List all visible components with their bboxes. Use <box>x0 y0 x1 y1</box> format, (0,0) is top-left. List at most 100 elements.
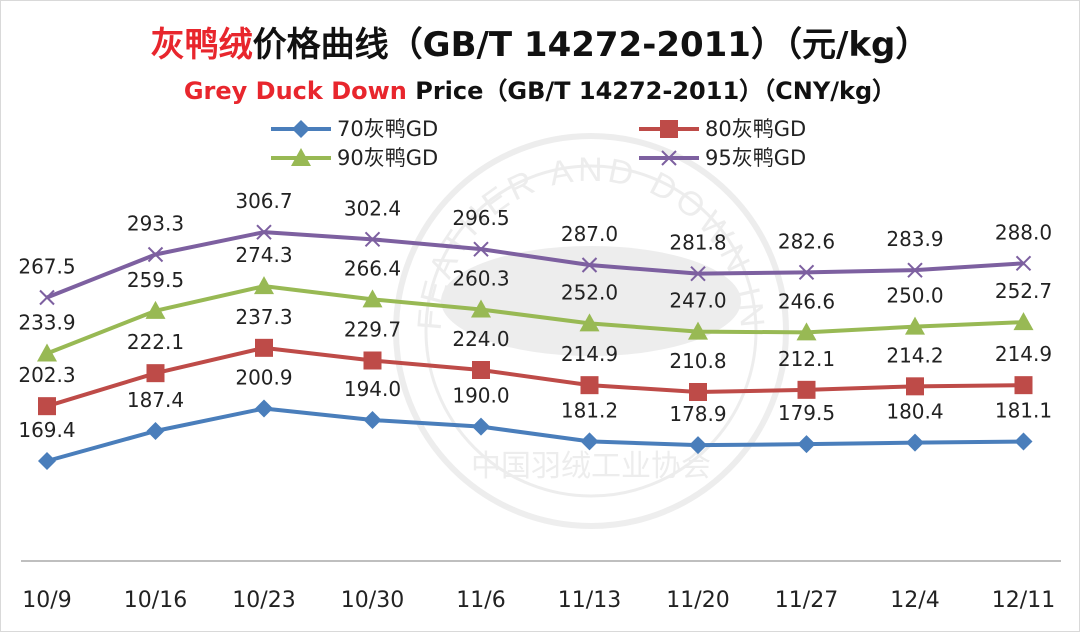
series-line <box>46 406 1024 463</box>
data-point <box>1014 376 1033 395</box>
data-label: 296.5 <box>452 206 509 230</box>
data-point <box>580 376 599 395</box>
data-label: 288.0 <box>995 220 1052 244</box>
data-point <box>145 300 166 319</box>
series-1: 169.4 187.4 200.9 194.0 190.0 181.2 178.9 179.5… <box>18 365 1052 470</box>
data-label: 267.5 <box>18 254 75 278</box>
data-point <box>905 316 925 335</box>
x-tick-label: 10/23 <box>232 588 295 613</box>
data-point <box>906 433 924 452</box>
x-tick-label: 11/6 <box>456 588 505 613</box>
data-label: 212.1 <box>778 347 835 371</box>
series-line <box>46 345 1024 409</box>
data-label: 274.3 <box>235 243 292 267</box>
data-point <box>472 417 490 436</box>
x-tick-label: 11/13 <box>558 588 621 613</box>
data-point <box>1014 432 1033 451</box>
data-point <box>255 399 273 418</box>
chart-title-rest: 价格曲线（GB/T 14272-2011）（元/kg） <box>253 25 930 65</box>
data-point <box>796 322 817 341</box>
data-label: 224.0 <box>452 327 509 351</box>
data-label: 214.2 <box>886 343 943 367</box>
data-label: 250.0 <box>886 284 943 308</box>
chart-subtitle-accent: Grey Duck Down <box>184 77 407 105</box>
data-label: 246.6 <box>778 289 835 313</box>
data-label: 237.3 <box>235 305 292 329</box>
data-label: 214.9 <box>561 342 618 366</box>
data-point <box>362 289 383 308</box>
legend-item: 90灰鸭GD <box>271 146 438 170</box>
data-label: 293.3 <box>127 211 184 235</box>
chart-title: 灰鸭绒价格曲线（GB/T 14272-2011）（元/kg） <box>151 25 930 65</box>
data-label: 266.4 <box>344 256 401 280</box>
data-label: 169.4 <box>18 418 75 442</box>
data-point <box>255 338 273 357</box>
svg-text:中国羽绒工业协会: 中国羽绒工业协会 <box>471 449 711 484</box>
x-tick-label: 11/27 <box>775 588 838 613</box>
series-4: 267.5 293.3 306.7 302.4 296.5 287.0 281.8 282.6… <box>18 189 1052 306</box>
series-2: 202.3 222.1 237.3 229.7 224.0 214.9 210.8 212.1… <box>18 305 1052 416</box>
x-tick-label: 10/30 <box>341 588 404 613</box>
legend-label: 95灰鸭GD <box>705 146 806 170</box>
data-point <box>38 397 56 416</box>
data-label: 214.9 <box>995 342 1052 366</box>
chart-subtitle: Grey Duck Down Price（GB/T 14272-2011）（CN… <box>184 77 896 105</box>
data-point <box>147 246 164 263</box>
data-point <box>473 241 489 257</box>
data-label: 281.8 <box>669 231 726 255</box>
data-label: 190.0 <box>452 384 509 408</box>
data-label: 200.9 <box>235 365 292 389</box>
data-label: 180.4 <box>886 400 943 424</box>
data-label: 181.1 <box>995 398 1052 422</box>
data-point <box>1015 255 1032 272</box>
x-tick-label: 10/9 <box>22 588 71 613</box>
data-label: 282.6 <box>778 229 835 253</box>
x-tick-label: 12/11 <box>992 588 1055 613</box>
data-point <box>1013 312 1034 331</box>
data-label: 302.4 <box>344 196 401 220</box>
legend-label: 70灰鸭GD <box>337 117 438 141</box>
chart-title-accent: 灰鸭绒 <box>151 25 253 65</box>
legend: 70灰鸭GD 80灰鸭GD 90灰鸭GD 95灰鸭GD <box>271 117 806 170</box>
data-point <box>690 265 706 282</box>
series-line <box>46 284 1024 356</box>
data-point <box>798 264 815 281</box>
data-point <box>364 231 381 248</box>
data-label: 233.9 <box>18 310 75 334</box>
data-label: 179.5 <box>778 401 835 425</box>
data-label: 194.0 <box>344 377 401 401</box>
x-tick-label: 12/4 <box>890 588 939 613</box>
x-tick-label: 11/20 <box>666 588 729 613</box>
data-label: 247.0 <box>669 289 726 313</box>
data-point <box>472 360 490 379</box>
legend-item: 70灰鸭GD <box>271 117 438 141</box>
data-label: 210.8 <box>669 349 726 373</box>
x-tick-label: 10/16 <box>124 588 187 613</box>
legend-item: 80灰鸭GD <box>639 117 806 141</box>
data-point <box>797 380 816 399</box>
data-label: 306.7 <box>235 189 292 213</box>
data-label: 187.4 <box>127 388 184 412</box>
legend-marker <box>660 120 678 138</box>
data-point <box>580 432 599 451</box>
data-point <box>39 289 55 306</box>
chart-subtitle-rest: Price（GB/T 14272-2011）（CNY/kg） <box>407 77 896 105</box>
series-line <box>46 230 1024 300</box>
data-label: 260.3 <box>452 266 509 290</box>
data-point <box>471 299 491 318</box>
data-label: 252.7 <box>995 279 1052 303</box>
data-point <box>256 224 272 240</box>
data-point <box>688 321 708 340</box>
legend-item: 95灰鸭GD <box>639 146 806 170</box>
data-point <box>906 377 924 396</box>
data-point <box>363 410 382 429</box>
data-point <box>363 351 382 370</box>
data-point <box>37 343 57 362</box>
plot-area: 169.4 187.4 200.9 194.0 190.0 181.2 178.9 179.5… <box>18 189 1052 470</box>
legend-label: 80灰鸭GD <box>705 117 806 141</box>
data-point <box>689 436 707 455</box>
data-point <box>254 276 274 295</box>
data-point <box>146 421 165 440</box>
series-3: 233.9 259.5 274.3 266.4 260.3 252.0 247.0 246.6… <box>18 243 1052 362</box>
